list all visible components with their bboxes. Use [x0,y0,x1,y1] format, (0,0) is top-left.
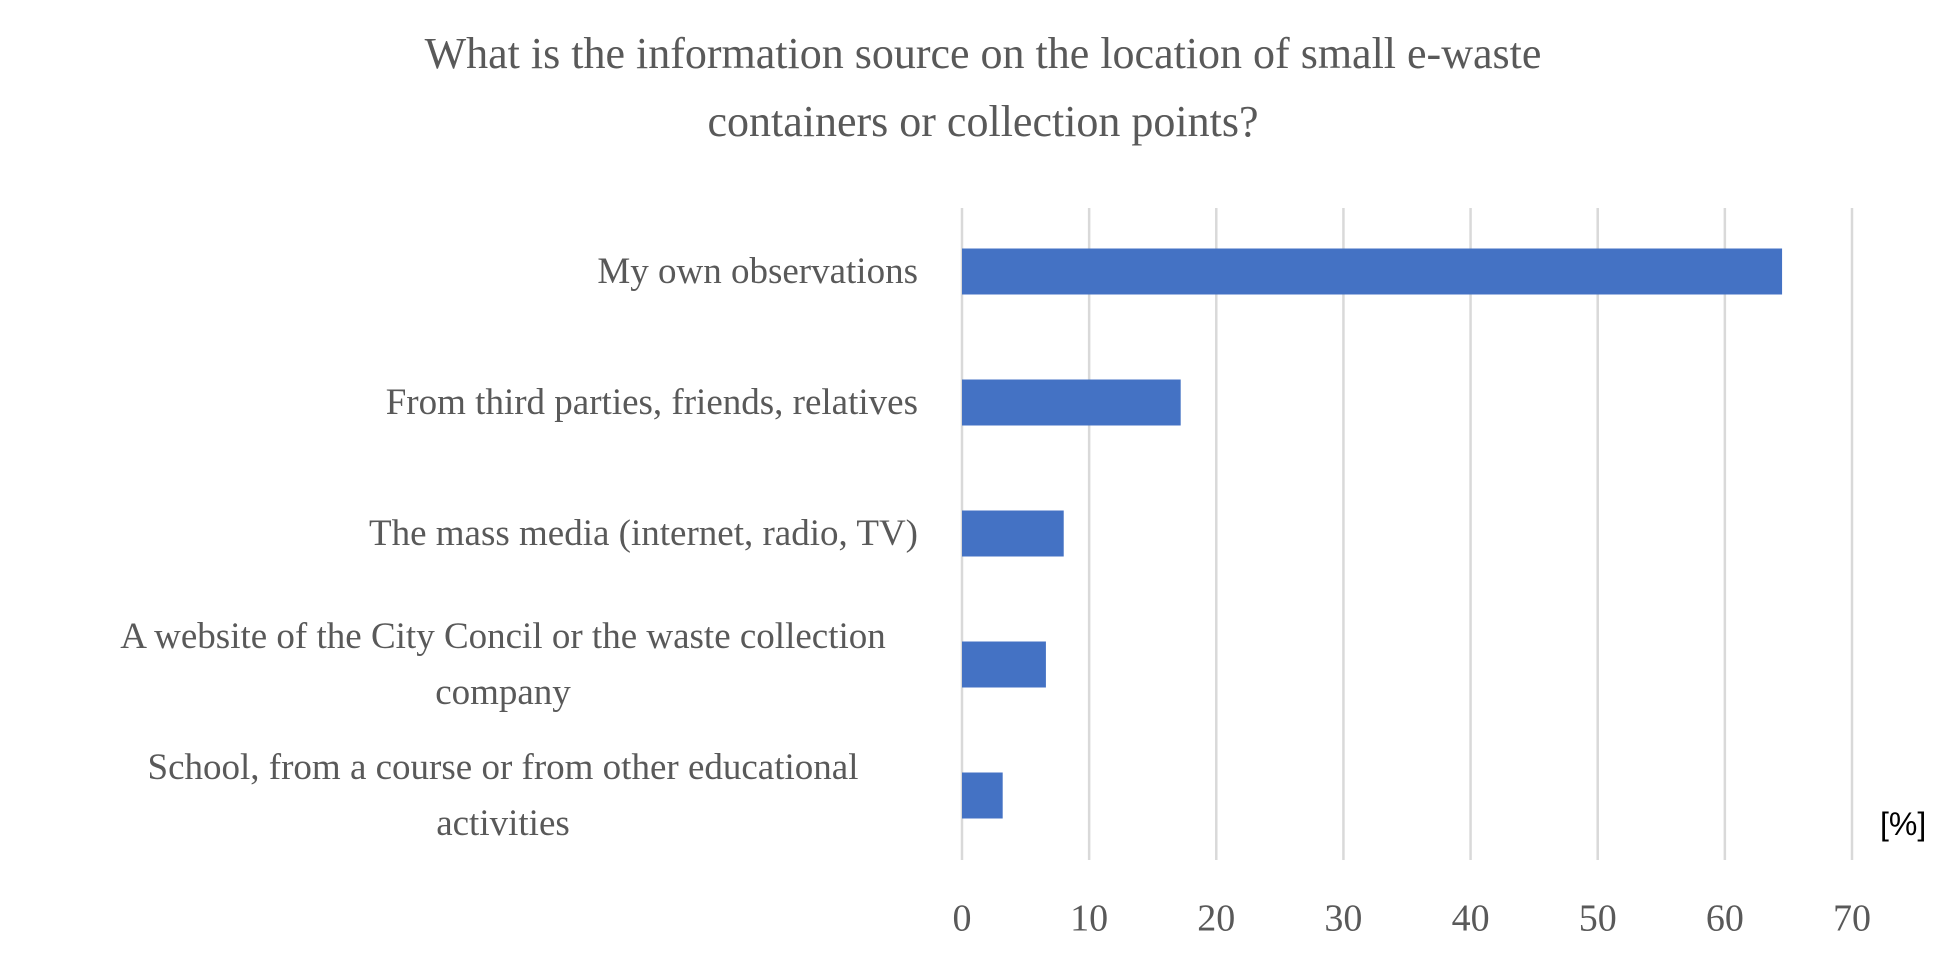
x-tick-label: 30 [1324,898,1362,940]
bar [962,772,1003,819]
y-tick-label: School, from a course or from other educ… [147,746,859,844]
bar [962,641,1046,688]
x-tick-label: 70 [1833,898,1871,940]
y-tick-label: A website of the City Concil or the wast… [120,615,886,713]
chart-title: What is the information source on the lo… [424,29,1542,146]
x-tick-label: 20 [1197,898,1235,940]
bar [962,510,1064,557]
x-tick-label: 0 [953,898,972,940]
x-tick-label: 40 [1452,898,1490,940]
y-tick-label: My own observations [597,250,918,292]
x-tick-label: 50 [1579,898,1617,940]
bar [962,248,1783,295]
bar [962,379,1181,426]
x-tick-label: 10 [1070,898,1108,940]
y-tick-label: From third parties, friends, relatives [385,381,918,423]
y-tick-label: The mass media (internet, radio, TV) [368,512,918,554]
unit-label: [%] [1880,806,1927,842]
x-tick-label: 60 [1706,898,1744,940]
